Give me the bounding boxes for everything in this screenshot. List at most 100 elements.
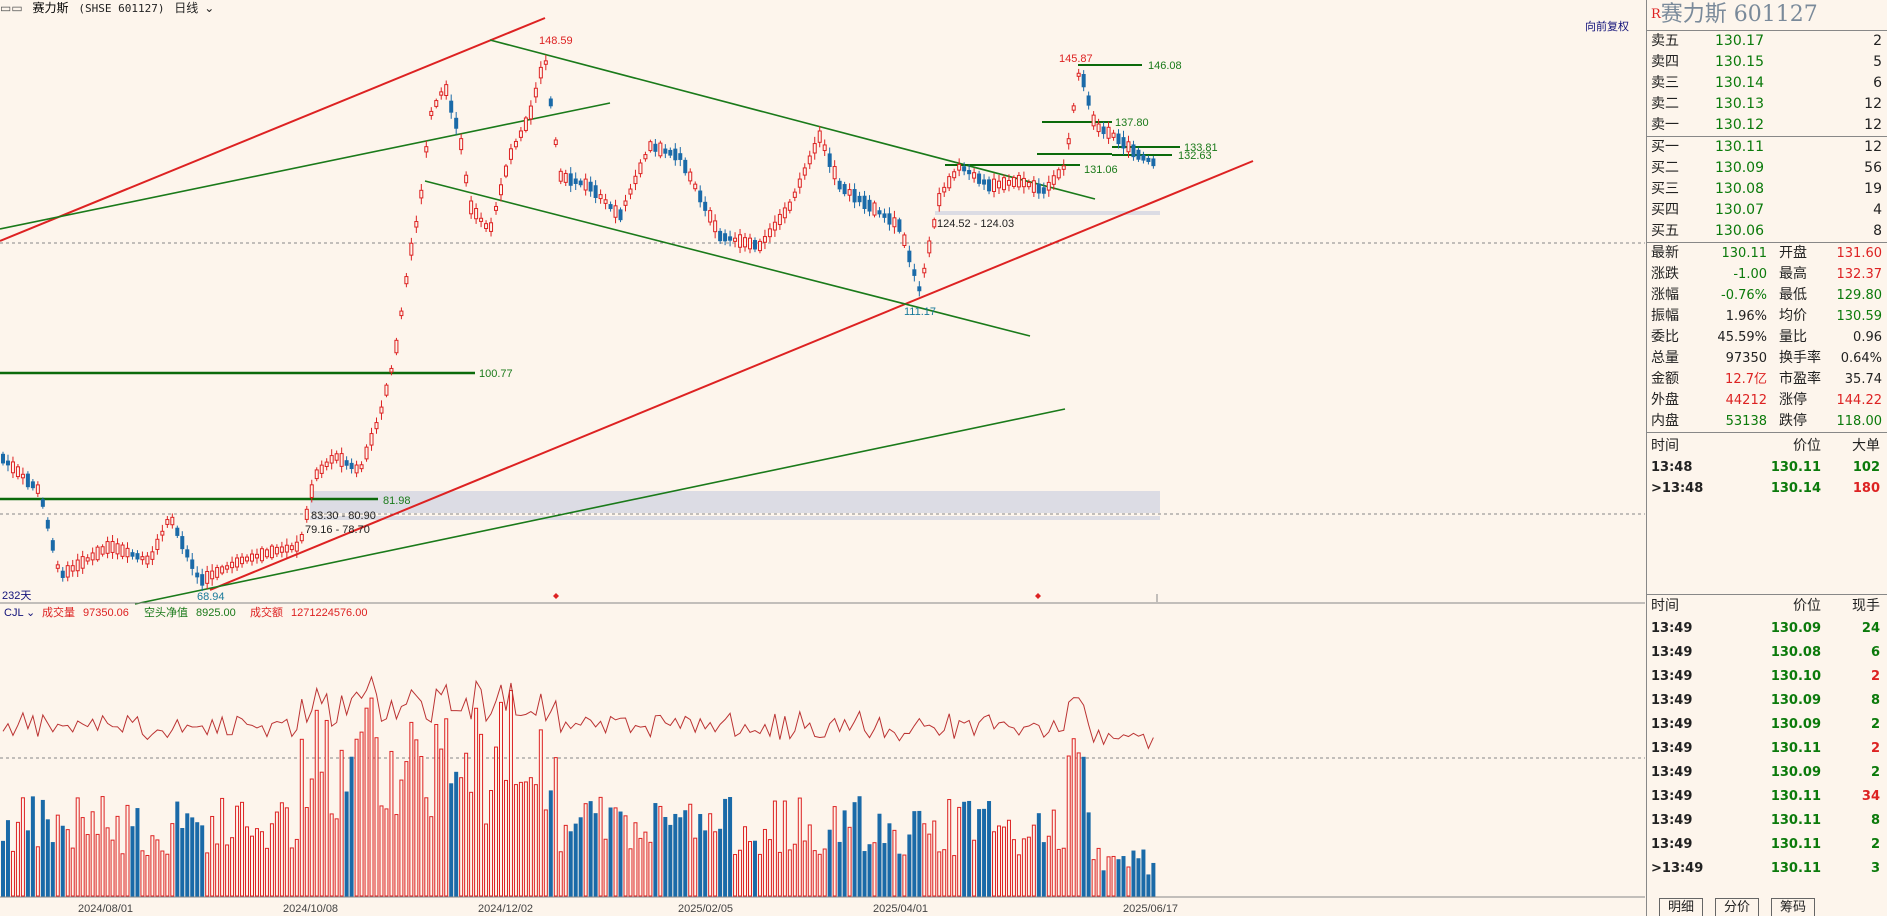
candle-body bbox=[553, 139, 558, 145]
candle-body bbox=[399, 310, 404, 317]
tick-row[interactable]: 13:49 130.09 2 bbox=[1651, 717, 1880, 732]
period-selector[interactable]: 日线 bbox=[174, 1, 199, 15]
volume-bar bbox=[1076, 752, 1081, 897]
candle-body bbox=[1136, 149, 1141, 160]
volume-bar bbox=[548, 790, 553, 897]
volume-bar bbox=[663, 816, 668, 897]
candle-body bbox=[464, 174, 469, 184]
volume-bar bbox=[419, 756, 424, 897]
candle-body bbox=[294, 541, 299, 552]
stat-row[interactable]: 委比 45.59% 量比 0.96 bbox=[1651, 329, 1882, 345]
stat-row[interactable]: 振幅 1.96% 均价 130.59 bbox=[1651, 308, 1882, 324]
tab-price-dist[interactable]: 分价 bbox=[1715, 898, 1760, 916]
candle-body bbox=[1111, 132, 1116, 138]
big-order-row[interactable]: 13:48 130.11 102 bbox=[1651, 460, 1880, 475]
candle-body bbox=[972, 172, 977, 179]
bid-row[interactable]: 买二 130.09 56 bbox=[1651, 160, 1882, 176]
volume-bar bbox=[339, 749, 344, 897]
volume-bar bbox=[733, 854, 738, 897]
tick-row[interactable]: 13:49 130.11 2 bbox=[1651, 837, 1880, 852]
candle-body bbox=[867, 199, 872, 212]
candle-body bbox=[718, 230, 723, 242]
tick-row[interactable]: 13:49 130.08 6 bbox=[1651, 645, 1880, 660]
stat-row[interactable]: 总量 97350 换手率 0.64% bbox=[1651, 350, 1882, 366]
tick-row[interactable]: 13:49 130.11 2 bbox=[1651, 741, 1880, 756]
stat-row[interactable]: 内盘 53138 跌停 118.00 bbox=[1651, 413, 1882, 429]
volume-bar bbox=[967, 800, 972, 897]
ask-row[interactable]: 卖五 130.17 2 bbox=[1651, 33, 1882, 49]
volume-bar bbox=[1151, 862, 1156, 897]
volume-bar bbox=[678, 817, 683, 897]
candle-body bbox=[638, 162, 643, 175]
chevron-down-icon[interactable]: ⌄ bbox=[26, 607, 35, 619]
volume-bar bbox=[508, 689, 513, 897]
candle-body bbox=[902, 234, 907, 247]
candle-body bbox=[882, 213, 887, 218]
volume-bar bbox=[35, 846, 40, 897]
event-marker[interactable] bbox=[553, 593, 559, 599]
candle-body bbox=[359, 464, 364, 470]
candle-body bbox=[932, 219, 937, 228]
ask-row[interactable]: 卖三 130.14 6 bbox=[1651, 75, 1882, 91]
layout-icon[interactable]: ▭▭ bbox=[0, 1, 23, 15]
volume-bar bbox=[269, 823, 274, 897]
panel-title: R赛力斯 601127 bbox=[1651, 2, 1818, 27]
kline-chart[interactable]: 148.59 146.08 145.87 137.80 133.81 132.6… bbox=[0, 16, 1645, 916]
candle-body bbox=[1026, 181, 1031, 188]
tick-row[interactable]: 13:49 130.09 24 bbox=[1651, 621, 1880, 636]
tab-detail[interactable]: 明细 bbox=[1659, 898, 1704, 916]
tick-row[interactable]: 13:49 130.11 8 bbox=[1651, 813, 1880, 828]
volume-bar bbox=[748, 841, 752, 897]
candle-body bbox=[25, 473, 30, 488]
bid-row[interactable]: 买三 130.08 19 bbox=[1651, 181, 1882, 197]
stat-row[interactable]: 金额 12.7亿 市盈率 35.74 bbox=[1651, 371, 1882, 387]
bid-row[interactable]: 买五 130.06 8 bbox=[1651, 223, 1882, 239]
tick-row[interactable]: 13:49 130.11 34 bbox=[1651, 789, 1880, 804]
candle-body bbox=[1036, 183, 1041, 194]
candle-body bbox=[299, 533, 304, 542]
tick-row[interactable]: 13:49 130.09 8 bbox=[1651, 693, 1880, 708]
candle-body bbox=[349, 462, 354, 470]
candle-body bbox=[1061, 165, 1066, 170]
candle-body bbox=[379, 406, 384, 414]
tick-row[interactable]: 13:49 130.10 2 bbox=[1651, 669, 1880, 684]
level-label: 145.87 bbox=[1059, 53, 1093, 65]
candle-body bbox=[210, 570, 215, 580]
candle-body bbox=[548, 98, 553, 107]
level-label: 124.52 - 124.03 bbox=[937, 218, 1014, 230]
stat-row[interactable]: 涨幅 -0.76% 最低 129.80 bbox=[1651, 287, 1882, 303]
stat-row[interactable]: 涨跌 -1.00 最高 132.37 bbox=[1651, 266, 1882, 282]
candle-body bbox=[1081, 74, 1086, 88]
candle-body bbox=[563, 172, 568, 183]
tick-row[interactable]: >13:49 130.11 3 bbox=[1651, 861, 1880, 876]
tab-chips[interactable]: 筹码 bbox=[1771, 898, 1816, 916]
candle-body bbox=[603, 199, 608, 204]
stat-row[interactable]: 最新 130.11 开盘 131.60 bbox=[1651, 245, 1882, 261]
volume-bar bbox=[882, 843, 887, 897]
candle-body bbox=[1121, 137, 1126, 149]
bid-row[interactable]: 买一 130.11 12 bbox=[1651, 139, 1882, 155]
stat-row[interactable]: 外盘 44212 涨停 144.22 bbox=[1651, 392, 1882, 408]
volume-bar bbox=[842, 810, 847, 897]
volume-bar bbox=[992, 831, 997, 897]
volume-bar bbox=[379, 805, 384, 897]
volume-bar bbox=[225, 844, 230, 897]
candle-body bbox=[374, 422, 379, 430]
candle-body bbox=[508, 148, 513, 160]
candle-body bbox=[90, 552, 95, 561]
tick-row[interactable]: 13:49 130.09 2 bbox=[1651, 765, 1880, 780]
ask-row[interactable]: 卖二 130.13 12 bbox=[1651, 96, 1882, 112]
bid-row[interactable]: 买四 130.07 4 bbox=[1651, 202, 1882, 218]
restore-mode-button[interactable]: 向前复权 bbox=[1585, 19, 1629, 33]
candle-body bbox=[459, 138, 464, 151]
chevron-down-icon[interactable]: ⌄ bbox=[204, 1, 215, 15]
ask-row[interactable]: 卖一 130.12 12 bbox=[1651, 117, 1882, 133]
event-marker[interactable] bbox=[1035, 593, 1041, 599]
volume-bar bbox=[195, 822, 200, 897]
volume-bar bbox=[927, 833, 932, 897]
big-order-row[interactable]: >13:48 130.14 180 bbox=[1651, 481, 1880, 496]
indicator-name[interactable]: CJL bbox=[4, 607, 24, 619]
volume-bar bbox=[1136, 858, 1141, 897]
ask-row[interactable]: 卖四 130.15 5 bbox=[1651, 54, 1882, 70]
candle-body bbox=[832, 166, 837, 180]
